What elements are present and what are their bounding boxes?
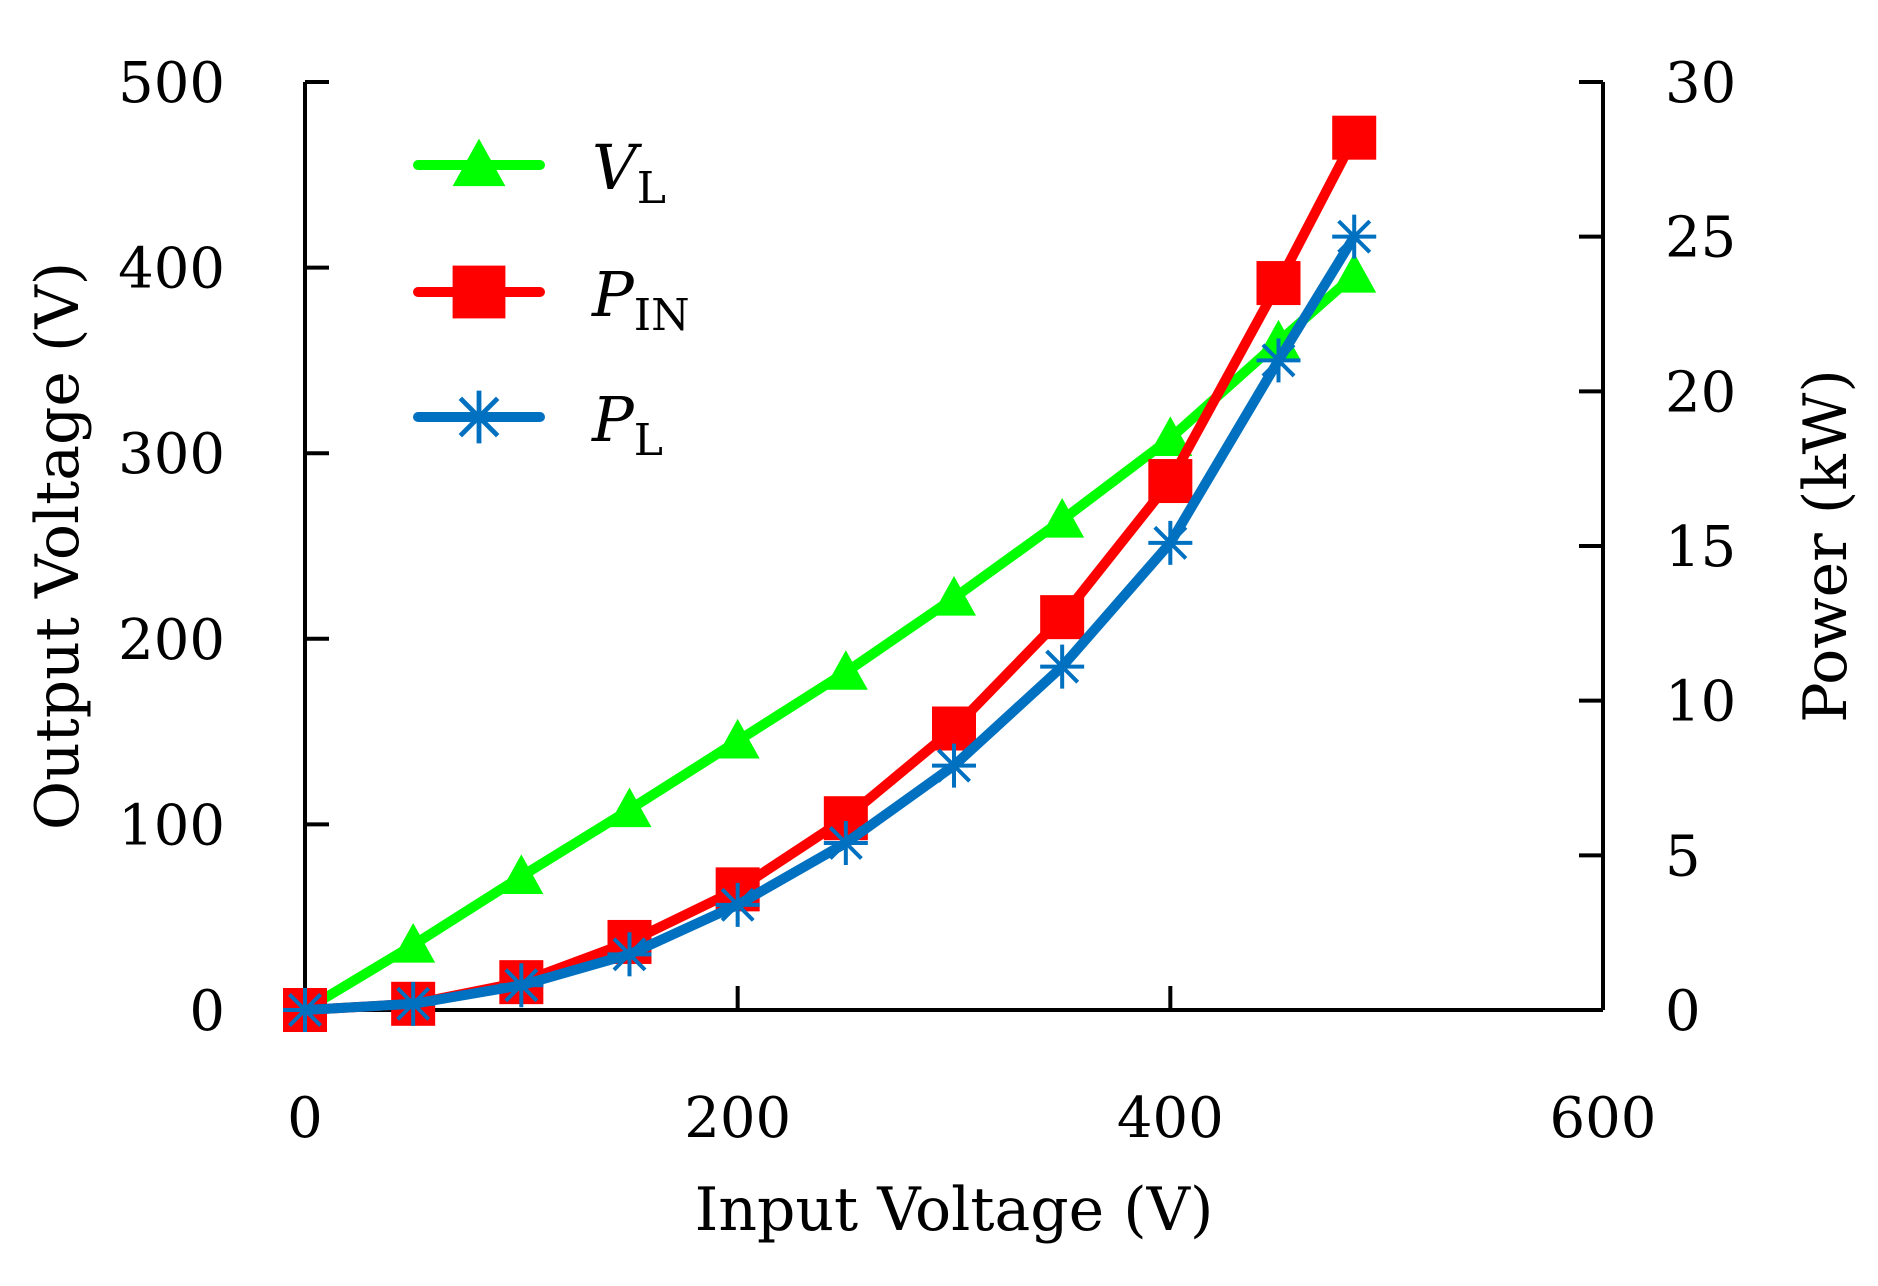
y2-tick-label: 5: [1665, 824, 1701, 889]
legend-label-VL: VL: [592, 131, 666, 214]
y-axis-title: Output Voltage (V): [23, 262, 93, 830]
marker-triangle: [607, 787, 652, 828]
marker-asterisk-stroke: [504, 968, 539, 1003]
marker-asterisk-stroke: [1261, 343, 1296, 378]
x-axis-title: Input Voltage (V): [695, 1175, 1214, 1245]
x-tick-label: 400: [1117, 1086, 1224, 1151]
marker-triangle: [391, 923, 436, 963]
marker-asterisk-stroke: [1045, 649, 1080, 684]
x-tick-label: 600: [1550, 1086, 1657, 1151]
marker-square: [452, 265, 506, 319]
legend-item-PL: PL: [413, 383, 663, 466]
series-PIN: [283, 115, 1377, 1032]
y2-tick-label: 10: [1665, 670, 1736, 735]
y2-tick-label: 0: [1665, 979, 1701, 1044]
y-tick-label: 400: [118, 237, 225, 302]
legend-label-sub: L: [637, 163, 666, 214]
y-tick-label: 0: [189, 979, 225, 1044]
series-VL: [283, 253, 1377, 1028]
marker-triangle: [1148, 416, 1193, 456]
marker-square: [1256, 261, 1301, 306]
series-line-VL: [300, 270, 1360, 1015]
marker-asterisk-stroke: [612, 937, 647, 972]
marker-asterisk: [607, 932, 652, 977]
y-tick-label: 500: [118, 51, 225, 116]
marker-asterisk-stroke: [1153, 525, 1188, 560]
marker-asterisk: [932, 743, 976, 788]
marker-triangle: [1332, 253, 1377, 293]
marker-asterisk-stroke: [828, 825, 863, 860]
legend-label-PL: PL: [591, 383, 663, 466]
marker-square: [1148, 459, 1193, 504]
marker-asterisk-stroke: [937, 748, 971, 783]
marker-triangle: [452, 138, 506, 187]
series-line-PL: [300, 231, 1360, 1015]
marker-square: [1332, 115, 1377, 160]
marker-asterisk: [1332, 214, 1377, 259]
marker-triangle: [823, 650, 868, 690]
series-layer: [283, 115, 1377, 1032]
marker-square: [1040, 595, 1085, 640]
legend-label-sub: IN: [634, 290, 690, 341]
marker-asterisk: [823, 820, 868, 865]
marker-asterisk-stroke: [288, 993, 322, 1027]
x-tick-label: 200: [684, 1086, 791, 1151]
marker-asterisk: [283, 988, 327, 1032]
marker-asterisk-stroke: [1337, 219, 1372, 254]
marker-triangle: [1040, 498, 1085, 538]
legend-item-PIN: PIN: [413, 258, 690, 341]
marker-asterisk: [1256, 338, 1301, 383]
y2-tick-label: 15: [1665, 515, 1736, 580]
marker-asterisk-stroke: [720, 887, 755, 922]
series-PL: [283, 214, 1377, 1032]
marker-square: [932, 706, 976, 751]
y-tick-label: 200: [118, 608, 225, 673]
y2-axis-title: Power (kW): [1791, 369, 1861, 723]
x-tick-label: 0: [287, 1086, 323, 1151]
marker-asterisk: [452, 390, 506, 444]
marker-asterisk-stroke: [458, 396, 500, 438]
marker-triangle: [715, 718, 760, 759]
legend-label-main: V: [592, 131, 643, 204]
marker-asterisk: [1148, 520, 1193, 565]
legend-label-sub: L: [634, 415, 663, 466]
marker-triangle: [932, 575, 976, 616]
legend-label-PIN: PIN: [591, 258, 690, 341]
y-tick-label: 300: [118, 422, 225, 487]
marker-triangle: [499, 854, 544, 894]
legend-label-main: P: [591, 383, 635, 456]
y2-tick-label: 30: [1665, 51, 1736, 116]
marker-asterisk: [391, 981, 436, 1026]
y-tick-label: 100: [118, 793, 225, 858]
marker-asterisk: [715, 882, 760, 927]
y2-tick-label: 20: [1665, 360, 1736, 425]
marker-asterisk: [499, 963, 544, 1008]
marker-asterisk-stroke: [396, 986, 431, 1021]
legend-item-VL: VL: [413, 131, 666, 214]
legend-label-main: P: [591, 258, 635, 331]
y2-tick-label: 25: [1665, 206, 1736, 271]
marker-asterisk: [1040, 644, 1085, 689]
